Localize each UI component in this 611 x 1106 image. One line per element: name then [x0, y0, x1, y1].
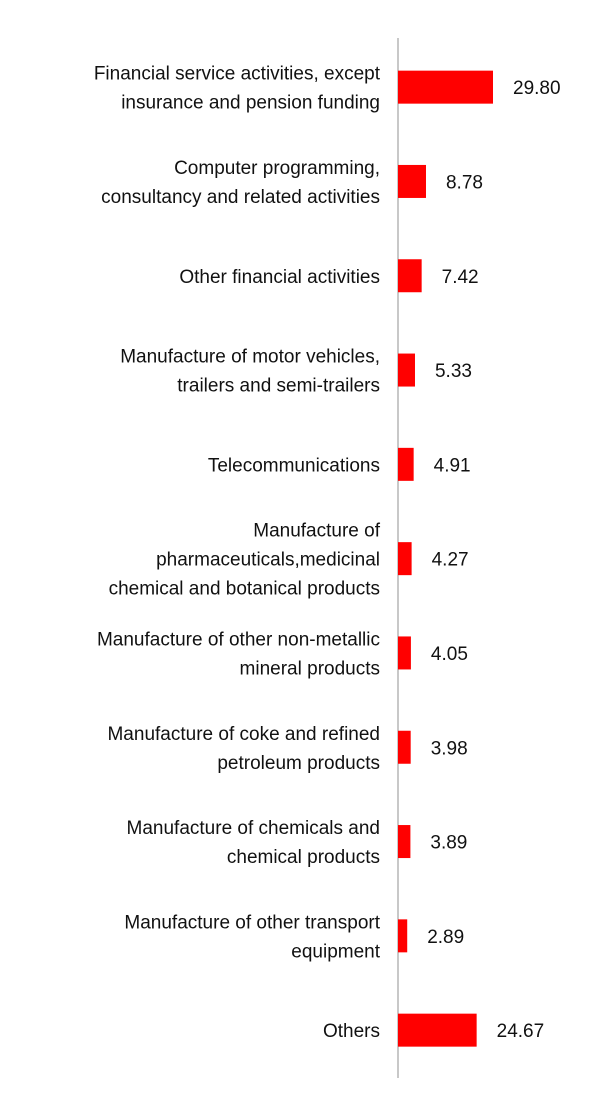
category-label-line: equipment — [291, 941, 380, 962]
category-label-4: Telecommunications — [208, 455, 380, 476]
category-label-line: pharmaceuticals,medicinal — [156, 550, 380, 571]
bar-0 — [398, 70, 493, 104]
category-label-line: petroleum products — [217, 753, 380, 774]
category-label-line: Telecommunications — [208, 455, 380, 476]
category-label-8: Manufacture of chemicals and chemical pro… — [127, 818, 380, 868]
category-label-line: Manufacture of other non-metallic — [97, 629, 380, 650]
value-label-4: 4.91 — [434, 455, 471, 476]
category-label-6: Manufacture of other non-metallic mineral… — [97, 629, 380, 679]
category-label-line: insurance and pension funding — [121, 93, 380, 114]
category-label-2: Other financial activities — [179, 267, 380, 288]
value-label-8: 3.89 — [430, 833, 467, 854]
category-label-10: Others — [323, 1021, 380, 1042]
category-label-line: Manufacture of — [253, 521, 380, 542]
category-label-line: Manufacture of chemicals and — [127, 818, 380, 839]
bar-9 — [398, 919, 408, 953]
value-labels-group: 29.80 8.78 7.42 5.33 4.91 4.27 4.05 3.98 3.89 2.8… — [427, 78, 560, 1042]
bar-6 — [398, 636, 411, 670]
category-label-line: chemical and botanical products — [109, 579, 380, 600]
bar-1 — [398, 164, 426, 198]
category-label-line: consultancy and related activities — [101, 187, 380, 208]
value-label-7: 3.98 — [431, 738, 468, 759]
value-label-1: 8.78 — [446, 172, 483, 193]
value-label-2: 7.42 — [442, 267, 479, 288]
category-label-9: Manufacture of other transport equipment — [124, 912, 380, 962]
category-label-line: mineral products — [240, 658, 380, 679]
value-label-6: 4.05 — [431, 644, 468, 665]
bar-3 — [398, 353, 415, 387]
category-label-line: Financial service activities, except — [94, 64, 381, 85]
category-label-line: trailers and semi-trailers — [177, 376, 380, 397]
category-label-5: Manufacture of pharmaceuticals,medicinal c… — [109, 521, 381, 600]
value-label-0: 29.80 — [513, 78, 561, 99]
category-label-line: chemical products — [227, 847, 380, 868]
bar-4 — [398, 447, 414, 481]
bar-10 — [398, 1013, 477, 1047]
category-label-line: Manufacture of coke and refined — [107, 724, 380, 745]
category-label-1: Computer programming, consultancy and rel… — [101, 158, 380, 208]
bar-5 — [398, 542, 412, 576]
category-label-0: Financial service activities, except insu… — [94, 64, 381, 114]
bar-2 — [398, 259, 422, 293]
category-label-line: Manufacture of other transport — [124, 912, 380, 933]
category-label-7: Manufacture of coke and refined petroleum… — [107, 724, 380, 774]
bars-group — [398, 70, 493, 1047]
value-label-5: 4.27 — [432, 550, 469, 571]
category-label-line: Other financial activities — [179, 267, 380, 288]
value-label-9: 2.89 — [427, 927, 464, 948]
category-label-line: Computer programming, — [174, 158, 380, 179]
bar-7 — [398, 730, 411, 764]
category-label-line: Others — [323, 1021, 380, 1042]
value-label-10: 24.67 — [497, 1021, 545, 1042]
category-label-line: Manufacture of motor vehicles, — [120, 347, 380, 368]
bar-8 — [398, 825, 411, 859]
category-label-3: Manufacture of motor vehicles, trailers a… — [120, 347, 380, 397]
category-labels-group: Financial service activities, except insu… — [94, 64, 381, 1043]
value-label-3: 5.33 — [435, 361, 472, 382]
